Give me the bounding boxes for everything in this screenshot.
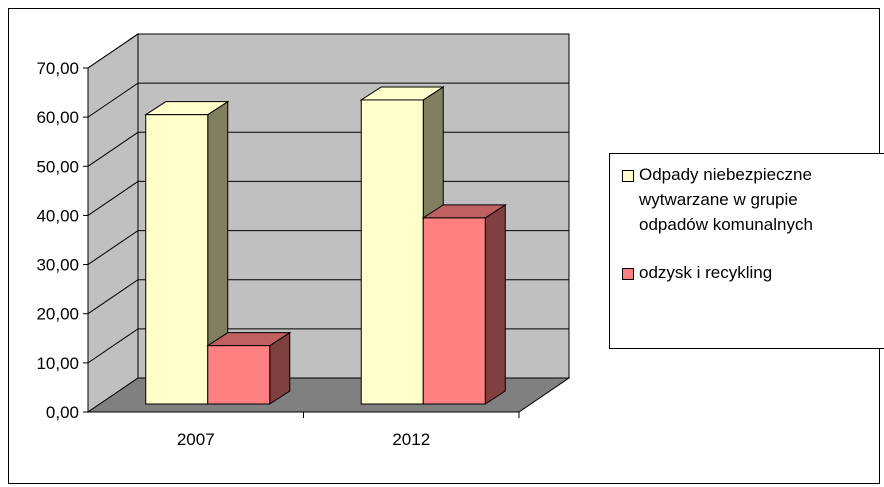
legend-label-recycling: odzysk i recykling <box>639 263 773 282</box>
gridline <box>87 82 569 118</box>
bar <box>207 345 271 405</box>
bar <box>145 114 209 405</box>
bar <box>360 99 424 405</box>
y-tick-label: 10,00 <box>36 354 79 373</box>
gridline <box>87 33 569 69</box>
x-category-label: 2012 <box>392 430 430 449</box>
y-tick-label: 20,00 <box>36 305 79 324</box>
y-tick-label: 60,00 <box>36 108 79 127</box>
legend-item-hazardous: Odpady niebezpieczne wytwarzane w grupie… <box>622 162 813 237</box>
bar <box>422 217 486 405</box>
y-tick-label: 50,00 <box>36 157 79 176</box>
legend-label-hazardous: Odpady niebezpieczne wytwarzane w grupie… <box>639 165 813 234</box>
y-tick-label: 70,00 <box>36 59 79 78</box>
legend: Odpady niebezpieczne wytwarzane w grupie… <box>609 153 884 349</box>
x-category-label: 2007 <box>177 430 215 449</box>
side-wall <box>87 33 139 413</box>
y-tick-label: 30,00 <box>36 256 79 275</box>
y-tick-label: 0,00 <box>46 403 79 422</box>
legend-swatch-hazardous <box>622 170 634 182</box>
bar-side <box>484 203 506 405</box>
legend-item-recycling: odzysk i recykling <box>622 260 772 285</box>
legend-swatch-recycling <box>622 268 634 280</box>
y-tick-label: 40,00 <box>36 206 79 225</box>
